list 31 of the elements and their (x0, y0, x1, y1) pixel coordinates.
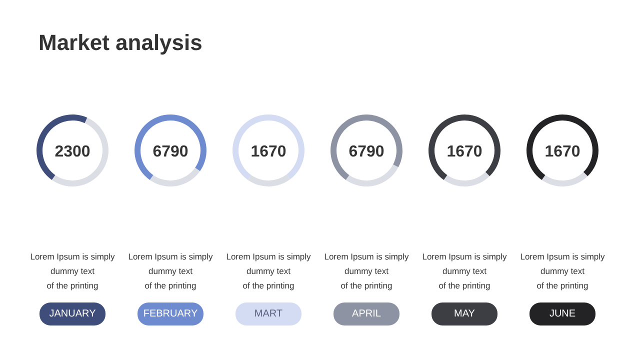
text: 1670 (446, 144, 482, 160)
text: 1670 (250, 144, 286, 160)
text: APRIL (352, 308, 382, 320)
text: dummy text (442, 266, 488, 276)
text: 2300 (54, 144, 90, 160)
text: of the printing (242, 280, 295, 290)
text: Market analysis (38, 30, 202, 55)
text: Lorem Ipsum is simply (520, 252, 606, 262)
text: Lorem Ipsum is simply (226, 252, 312, 262)
text: dummy text (540, 266, 586, 276)
text: JANUARY (49, 308, 96, 320)
text: 6790 (348, 144, 384, 160)
text: dummy text (344, 266, 390, 276)
text: Lorem Ipsum is simply (30, 252, 116, 262)
text: of the printing (144, 280, 197, 290)
text: dummy text (50, 266, 96, 276)
text: dummy text (148, 266, 194, 276)
text: dummy text (246, 266, 292, 276)
text: MAY (454, 308, 476, 320)
text: MART (254, 308, 283, 320)
text: Lorem Ipsum is simply (422, 252, 508, 262)
text: of the printing (438, 280, 491, 290)
text: Lorem Ipsum is simply (128, 252, 214, 262)
text: of the printing (340, 280, 393, 290)
text: FEBRUARY (143, 308, 198, 320)
text: Lorem Ipsum is simply (324, 252, 410, 262)
text: JUNE (549, 308, 576, 320)
text: of the printing (46, 280, 99, 290)
text: of the printing (536, 280, 589, 290)
text: 1670 (544, 144, 580, 160)
text: 6790 (152, 144, 188, 160)
